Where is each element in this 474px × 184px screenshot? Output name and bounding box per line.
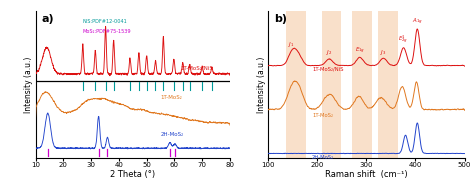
Text: a): a) [41, 14, 54, 24]
X-axis label: 2 Theta (°): 2 Theta (°) [110, 171, 155, 179]
Text: $E^1_{2g}$: $E^1_{2g}$ [399, 34, 409, 46]
Text: 1T-MoS₂/NiS: 1T-MoS₂/NiS [180, 65, 213, 70]
Y-axis label: Intensity (a.u.): Intensity (a.u.) [257, 56, 266, 113]
Text: $J_2$: $J_2$ [327, 48, 333, 57]
Text: 1T-MoS₂: 1T-MoS₂ [312, 113, 333, 118]
Bar [378, 11, 398, 158]
Bar [352, 11, 372, 158]
Text: $J_1$: $J_1$ [288, 40, 295, 49]
Text: $J_3$: $J_3$ [380, 47, 387, 56]
Text: 1T-MoS₂/NiS: 1T-MoS₂/NiS [312, 66, 344, 71]
Text: 2H-MoS₂: 2H-MoS₂ [312, 155, 334, 160]
Bar [286, 11, 306, 158]
Text: $A_{1g}$: $A_{1g}$ [412, 17, 423, 27]
Y-axis label: Intensity (a.u.): Intensity (a.u.) [25, 56, 34, 113]
Bar [322, 11, 341, 158]
Text: 1T-MoS₂: 1T-MoS₂ [161, 95, 182, 100]
Text: MoS₂:PDF#75-1539: MoS₂:PDF#75-1539 [83, 29, 131, 34]
Text: 2H-MoS₂: 2H-MoS₂ [161, 132, 184, 137]
Text: b): b) [273, 14, 287, 24]
X-axis label: Raman shift  (cm⁻¹): Raman shift (cm⁻¹) [325, 171, 408, 179]
Text: $E_{1g}$: $E_{1g}$ [355, 45, 365, 56]
Text: NIS:PDF#12-0041: NIS:PDF#12-0041 [83, 19, 128, 24]
